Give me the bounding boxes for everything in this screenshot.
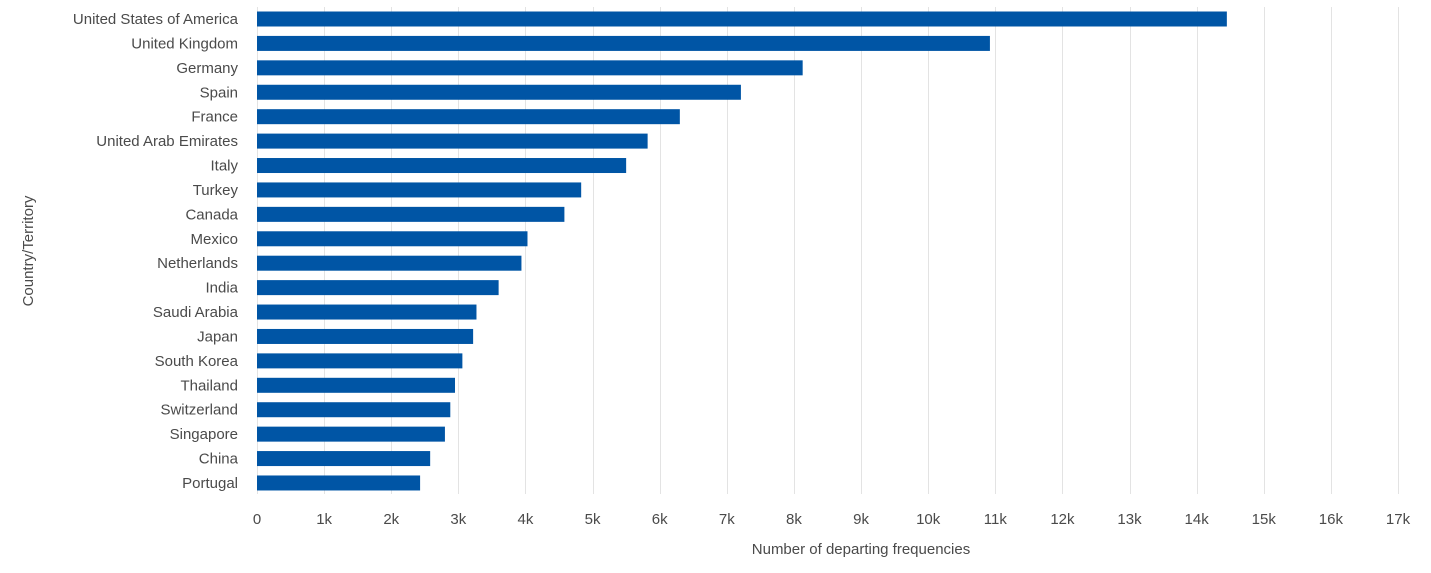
bar[interactable] xyxy=(257,182,582,198)
x-tick-label: 5k xyxy=(585,511,601,528)
x-tick-label: 9k xyxy=(853,511,869,528)
bar[interactable] xyxy=(257,451,431,467)
y-tick-label: Singapore xyxy=(170,426,238,443)
y-tick-label: United States of America xyxy=(73,11,239,28)
bar[interactable] xyxy=(257,109,680,125)
x-tick-label: 1k xyxy=(316,511,332,528)
y-tick-label: France xyxy=(191,109,238,126)
bar[interactable] xyxy=(257,35,990,51)
bar[interactable] xyxy=(257,11,1227,27)
bar[interactable] xyxy=(257,280,499,296)
y-tick-label: Portugal xyxy=(182,475,238,492)
bar[interactable] xyxy=(257,231,528,247)
y-tick-label: South Korea xyxy=(155,353,239,370)
bar[interactable] xyxy=(257,402,451,418)
y-tick-label: Mexico xyxy=(190,231,238,248)
y-axis-title: Country/Territory xyxy=(20,195,37,306)
y-tick-label: China xyxy=(199,451,239,468)
x-tick-label: 6k xyxy=(652,511,668,528)
y-tick-label: Italy xyxy=(210,158,238,175)
x-tick-labels: 0 1k 2k 3k 4k 5k 6k 7k 8k 9k 10k 11k 12k 13k 14k 15k 16k… xyxy=(253,511,1411,528)
x-tick-label: 14k xyxy=(1185,511,1210,528)
bar[interactable] xyxy=(257,328,474,344)
bars xyxy=(257,11,1227,491)
y-tick-label: Spain xyxy=(200,84,238,101)
bar[interactable] xyxy=(257,133,648,149)
x-tick-label: 17k xyxy=(1386,511,1411,528)
x-tick-label: 3k xyxy=(450,511,466,528)
y-tick-label: Switzerland xyxy=(160,402,238,419)
bar[interactable] xyxy=(257,158,627,174)
y-tick-label: Japan xyxy=(197,328,238,345)
x-tick-label: 12k xyxy=(1050,511,1075,528)
bar[interactable] xyxy=(257,206,565,222)
x-tick-label: 13k xyxy=(1117,511,1142,528)
x-axis-title: Number of departing frequencies xyxy=(752,541,970,558)
x-tick-label: 7k xyxy=(719,511,735,528)
y-tick-label: Netherlands xyxy=(157,255,238,272)
y-tick-label: Saudi Arabia xyxy=(153,304,239,321)
x-tick-label: 16k xyxy=(1319,511,1344,528)
x-tick-label: 0 xyxy=(253,511,261,528)
bar[interactable] xyxy=(257,353,463,369)
bar[interactable] xyxy=(257,84,741,100)
bar[interactable] xyxy=(257,304,477,320)
y-tick-label: United Arab Emirates xyxy=(96,133,238,150)
y-tick-label: United Kingdom xyxy=(131,35,238,52)
bar[interactable] xyxy=(257,426,445,442)
y-tick-label: Canada xyxy=(185,206,238,223)
x-tick-label: 4k xyxy=(518,511,534,528)
y-tick-label: Germany xyxy=(176,60,238,77)
bar[interactable] xyxy=(257,255,522,271)
x-tick-label: 10k xyxy=(916,511,941,528)
x-tick-label: 15k xyxy=(1252,511,1277,528)
bar[interactable] xyxy=(257,475,421,491)
y-tick-label: Turkey xyxy=(193,182,239,199)
x-tick-label: 11k xyxy=(984,511,1008,528)
x-tick-label: 8k xyxy=(786,511,802,528)
y-tick-label: India xyxy=(205,280,238,297)
y-tick-label: Thailand xyxy=(180,377,238,394)
bar[interactable] xyxy=(257,377,455,393)
bar[interactable] xyxy=(257,60,803,76)
x-tick-label: 2k xyxy=(383,511,399,528)
gridlines xyxy=(257,7,1399,494)
y-tick-labels: United States of America United Kingdom Ge… xyxy=(73,11,239,492)
